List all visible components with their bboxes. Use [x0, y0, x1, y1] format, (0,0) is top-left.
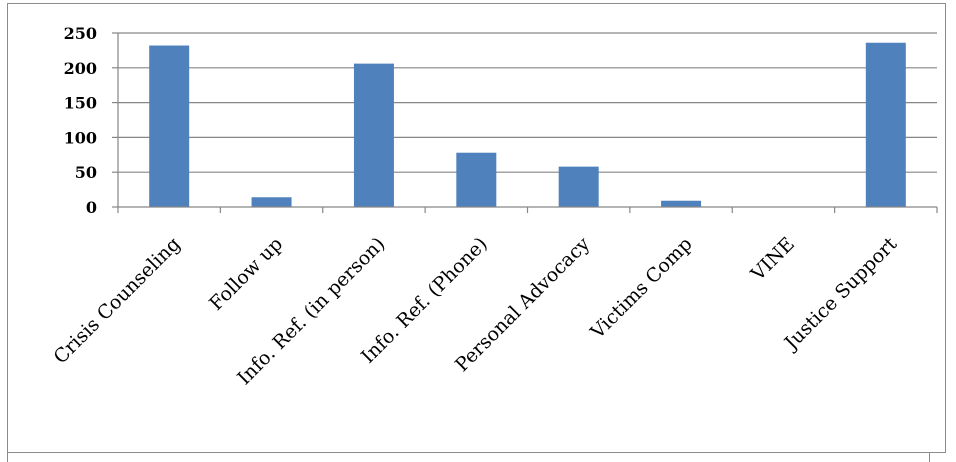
bottom-strip-right-tick: [929, 453, 930, 462]
y-tick-labels: 0 50 100 150 200 250: [64, 24, 97, 217]
bottom-strip: [0, 453, 956, 462]
axes: [112, 32, 938, 213]
bar-4: [558, 166, 599, 207]
bar-5: [661, 200, 702, 207]
x-tick-label: Crisis Counseling: [49, 233, 184, 368]
bar-3: [456, 152, 497, 207]
bar-7: [865, 42, 906, 207]
y-tick-label: 50: [75, 163, 97, 182]
bars: [149, 42, 906, 208]
bottom-strip-left-tick: [7, 453, 8, 462]
y-tick-label: 250: [64, 24, 97, 43]
x-tick-label: Follow up: [205, 233, 287, 315]
x-tick-label: Victims Comp: [586, 233, 697, 344]
x-tick-label: Justice Support: [779, 233, 902, 356]
bar-1: [251, 197, 292, 207]
bar-0: [149, 45, 190, 207]
y-tick-label: 200: [64, 59, 97, 78]
bar-2: [353, 63, 394, 208]
x-tick-label: VINE: [746, 233, 799, 286]
y-tick-label: 0: [86, 198, 97, 217]
y-tick-label: 150: [64, 94, 97, 113]
y-tick-label: 100: [64, 128, 97, 147]
gridlines: [118, 32, 937, 173]
